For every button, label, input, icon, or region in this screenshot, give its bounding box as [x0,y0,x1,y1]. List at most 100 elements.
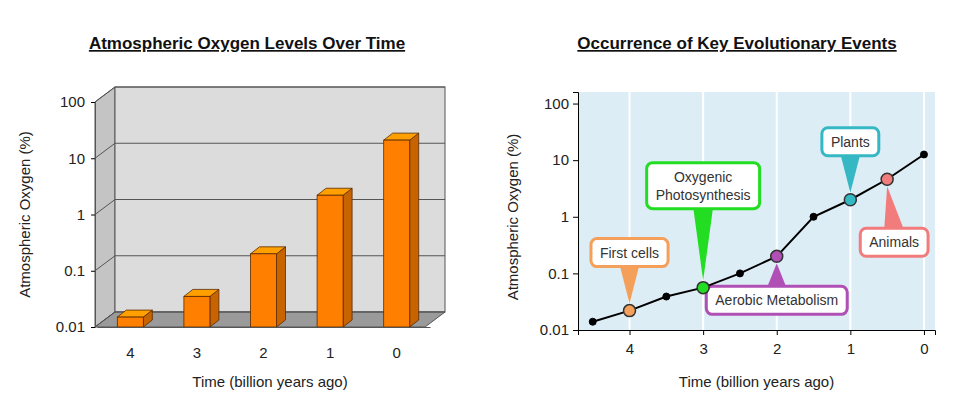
bar-group [317,188,352,327]
annotation-label: OxygenicPhotosynthesis [656,169,751,203]
tick-label: 3 [193,344,201,361]
annotation-box [591,239,668,267]
y-axis-title: Atmospheric Oxygen (%) [504,134,521,301]
tick: 1 [847,330,855,357]
tick: 4 [626,330,634,357]
annotation-label: First cells [600,245,659,261]
annotation-box [647,163,760,209]
tick-label: 100 [60,93,85,110]
bar-top [117,310,152,317]
tick-mark [91,271,95,272]
bar [384,140,410,327]
annotation-label: Plants [831,134,870,150]
x-axis: 43210 [579,330,936,357]
y-axis: 0.01 0.1 1 10 100 [56,93,96,335]
tick-label: 1 [77,206,85,223]
tick: 100 [60,93,95,110]
highlight-point [624,305,636,317]
chart-1: Occurrence of Key Evolutionary Events0.0… [504,34,936,390]
point [810,213,817,220]
annotation: First cells [591,239,668,304]
tick-mark [91,215,95,216]
tick-label: 1 [561,208,569,225]
bar-group [384,133,419,327]
annotation-pointer [840,154,860,193]
highlight-point [844,194,856,206]
grid-line [923,92,925,330]
y-axis: 0.010.1110100 [540,93,579,339]
tick-label: 10 [68,150,85,167]
annotation-pointer [693,207,713,281]
tick: 3 [193,344,201,361]
tick: 1 [77,206,95,223]
highlight-point [771,250,783,262]
tick-mark [91,158,95,159]
tick-label: 2 [773,340,781,357]
tick: 0.1 [64,262,95,279]
axis-line [91,103,96,328]
line [593,154,924,321]
tick-label: 100 [544,95,569,112]
tick-label: 1 [847,340,855,357]
tick-mark [573,217,578,218]
highlight-point [881,173,893,185]
bar [184,296,210,327]
bars [117,133,418,327]
tick-mark [850,330,851,335]
tick-mark [777,330,778,335]
bar-top [317,188,352,195]
tick: 100 [544,95,578,112]
tick: 3 [699,330,707,357]
bar-side [410,133,419,327]
tick: 10 [68,150,95,167]
point [920,151,927,158]
tick: 0 [393,344,401,361]
tick: 2 [259,344,267,361]
tick: 1 [326,344,334,361]
bar [251,254,277,327]
tick-label: 3 [699,340,707,357]
annotation-label: Animals [869,234,919,250]
tick: 4 [126,344,134,361]
y-axis-title: Atmospheric Oxygen (%) [16,131,33,298]
tick: 10 [552,151,578,168]
annotation-box [822,128,879,156]
axis-line [573,93,579,331]
grid [95,87,445,327]
tick-mark [630,330,631,335]
tick-mark [703,330,704,335]
series [589,151,927,325]
annotation-pointer [620,265,640,304]
tick-label: 0 [393,344,401,361]
tick: 0.01 [56,318,95,335]
plot-background [578,92,935,330]
tick-label: 10 [552,151,569,168]
annotation: Aerobic Metabolism [706,263,847,314]
chart-svg: Atmospheric Oxygen Levels Over Time0.010… [0,0,967,405]
bar-side [343,188,352,327]
axis-line [98,327,431,328]
bar-group [184,289,219,327]
chart-container: Atmospheric Oxygen Levels Over Time0.010… [0,0,967,405]
point [589,318,596,325]
x-axis: 4 3 2 1 0 [98,328,431,361]
tick: 1 [561,208,578,225]
tick-label: 1 [326,344,334,361]
annotation-box [860,228,928,256]
bar [317,195,343,327]
x-axis-title: Time (billion years ago) [192,373,347,390]
tick: 0.1 [548,265,578,282]
tick-mark [573,330,578,331]
annotations: First cells OxygenicPhotosynthesis Aerobic… [591,128,928,315]
tick-mark [573,273,578,274]
x-axis-title: Time (billion years ago) [679,373,834,390]
bar-group [117,310,152,327]
point [736,270,743,277]
annotation-label: Aerobic Metabolism [715,292,838,308]
annotation: Plants [822,128,879,193]
bar-top [384,133,419,140]
annotation-pointer [884,186,904,230]
chart-0: Atmospheric Oxygen Levels Over Time0.010… [16,34,445,390]
bar [117,317,143,327]
chart-title: Occurrence of Key Evolutionary Events [577,34,896,53]
